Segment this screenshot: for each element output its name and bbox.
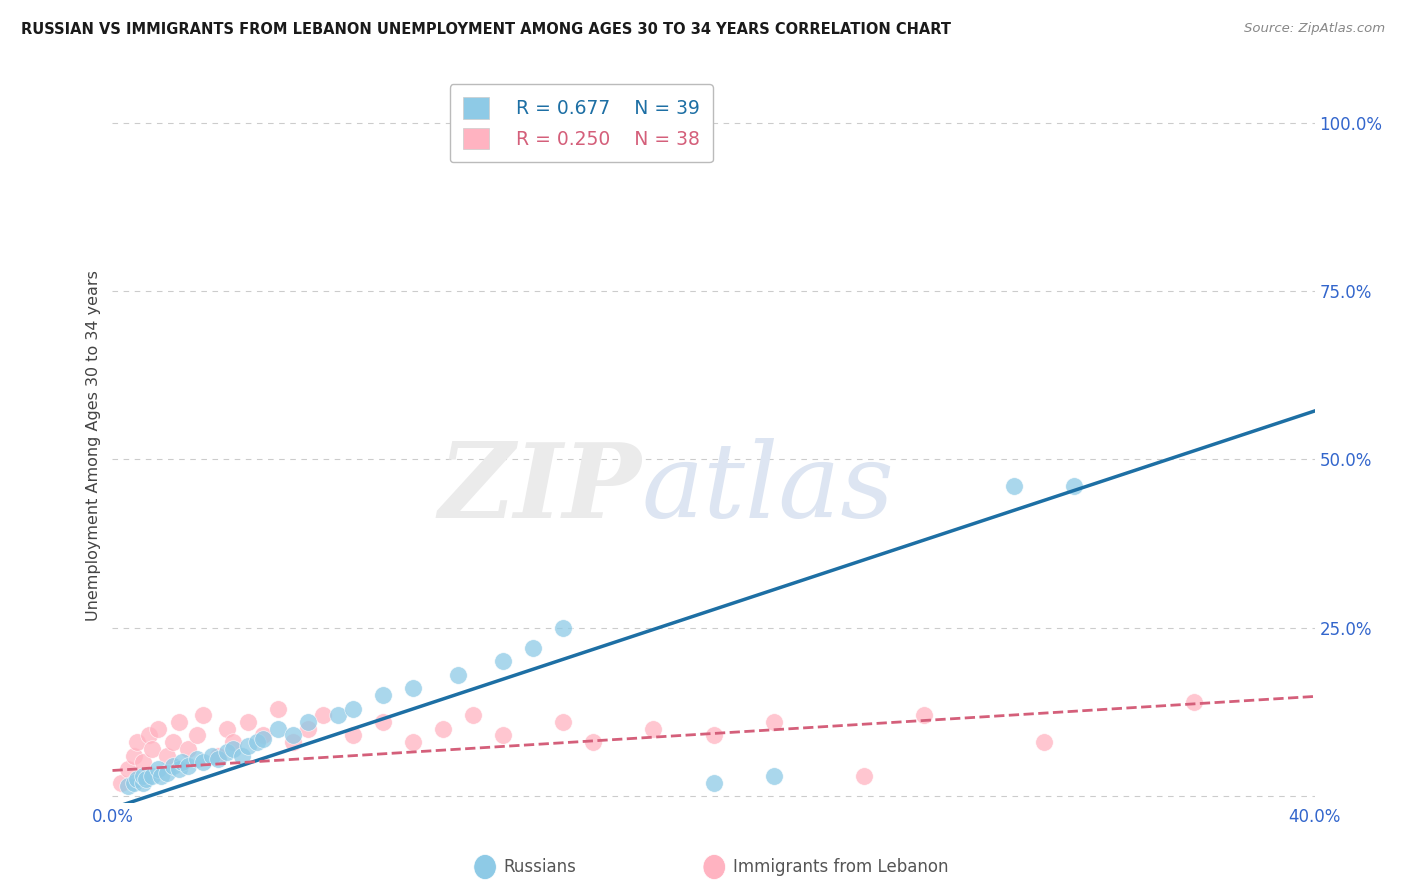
Point [131, 769, 153, 783]
Text: ZIP: ZIP [439, 438, 641, 540]
Point [461, 708, 484, 723]
Point [207, 752, 229, 766]
Point [643, 722, 665, 736]
Text: Source: ZipAtlas.com: Source: ZipAtlas.com [1244, 22, 1385, 36]
Point [342, 701, 364, 715]
Point [146, 722, 169, 736]
Point [371, 688, 394, 702]
Point [215, 745, 238, 759]
Point [207, 748, 229, 763]
Text: atlas: atlas [641, 438, 894, 540]
Point [852, 769, 875, 783]
Point [312, 708, 335, 723]
Point [522, 640, 544, 655]
Point [125, 735, 148, 749]
Point [912, 708, 935, 723]
Point [215, 722, 238, 736]
Point [342, 729, 364, 743]
Point [582, 735, 605, 749]
Point [236, 739, 259, 753]
Point [201, 748, 224, 763]
Point [553, 621, 575, 635]
Text: Russians: Russians [503, 858, 576, 876]
Point [297, 722, 319, 736]
Point [246, 735, 269, 749]
Point [702, 729, 725, 743]
Point [155, 765, 177, 780]
Point [122, 775, 145, 789]
Point [222, 735, 245, 749]
Point [432, 722, 454, 736]
Point [191, 756, 214, 770]
Point [162, 758, 184, 772]
Point [146, 762, 169, 776]
Point [135, 772, 157, 787]
Point [281, 735, 304, 749]
Point [186, 752, 208, 766]
Point [131, 775, 153, 789]
Point [131, 756, 153, 770]
Point [236, 714, 259, 729]
Legend:   R = 0.677    N = 39,   R = 0.250    N = 38: R = 0.677 N = 39, R = 0.250 N = 38 [450, 85, 713, 162]
Point [176, 742, 198, 756]
Point [167, 714, 190, 729]
Point [492, 729, 515, 743]
Point [252, 729, 274, 743]
Y-axis label: Unemployment Among Ages 30 to 34 years: Unemployment Among Ages 30 to 34 years [86, 270, 101, 622]
Point [155, 748, 177, 763]
Point [191, 708, 214, 723]
Point [186, 729, 208, 743]
Point [326, 708, 349, 723]
Point [141, 742, 163, 756]
Point [1184, 695, 1206, 709]
Point [149, 769, 172, 783]
Point [252, 731, 274, 746]
Point [1033, 735, 1056, 749]
Point [110, 775, 132, 789]
Point [117, 779, 139, 793]
Point [762, 769, 785, 783]
Point [402, 735, 425, 749]
Point [371, 714, 394, 729]
Point [1002, 479, 1025, 493]
Point [702, 775, 725, 789]
Point [402, 681, 425, 696]
Point [125, 772, 148, 787]
Point [167, 762, 190, 776]
Point [222, 742, 245, 756]
Point [281, 729, 304, 743]
Point [231, 748, 253, 763]
Point [138, 729, 160, 743]
Point [176, 758, 198, 772]
Point [762, 714, 785, 729]
Point [122, 748, 145, 763]
Point [162, 735, 184, 749]
Point [297, 714, 319, 729]
Point [170, 756, 193, 770]
Point [1063, 479, 1085, 493]
Point [492, 655, 515, 669]
Point [117, 762, 139, 776]
Point [447, 668, 470, 682]
Point [553, 714, 575, 729]
Point [267, 701, 290, 715]
Text: RUSSIAN VS IMMIGRANTS FROM LEBANON UNEMPLOYMENT AMONG AGES 30 TO 34 YEARS CORREL: RUSSIAN VS IMMIGRANTS FROM LEBANON UNEMP… [21, 22, 950, 37]
Text: Immigrants from Lebanon: Immigrants from Lebanon [733, 858, 948, 876]
Point [267, 722, 290, 736]
Point [141, 769, 163, 783]
